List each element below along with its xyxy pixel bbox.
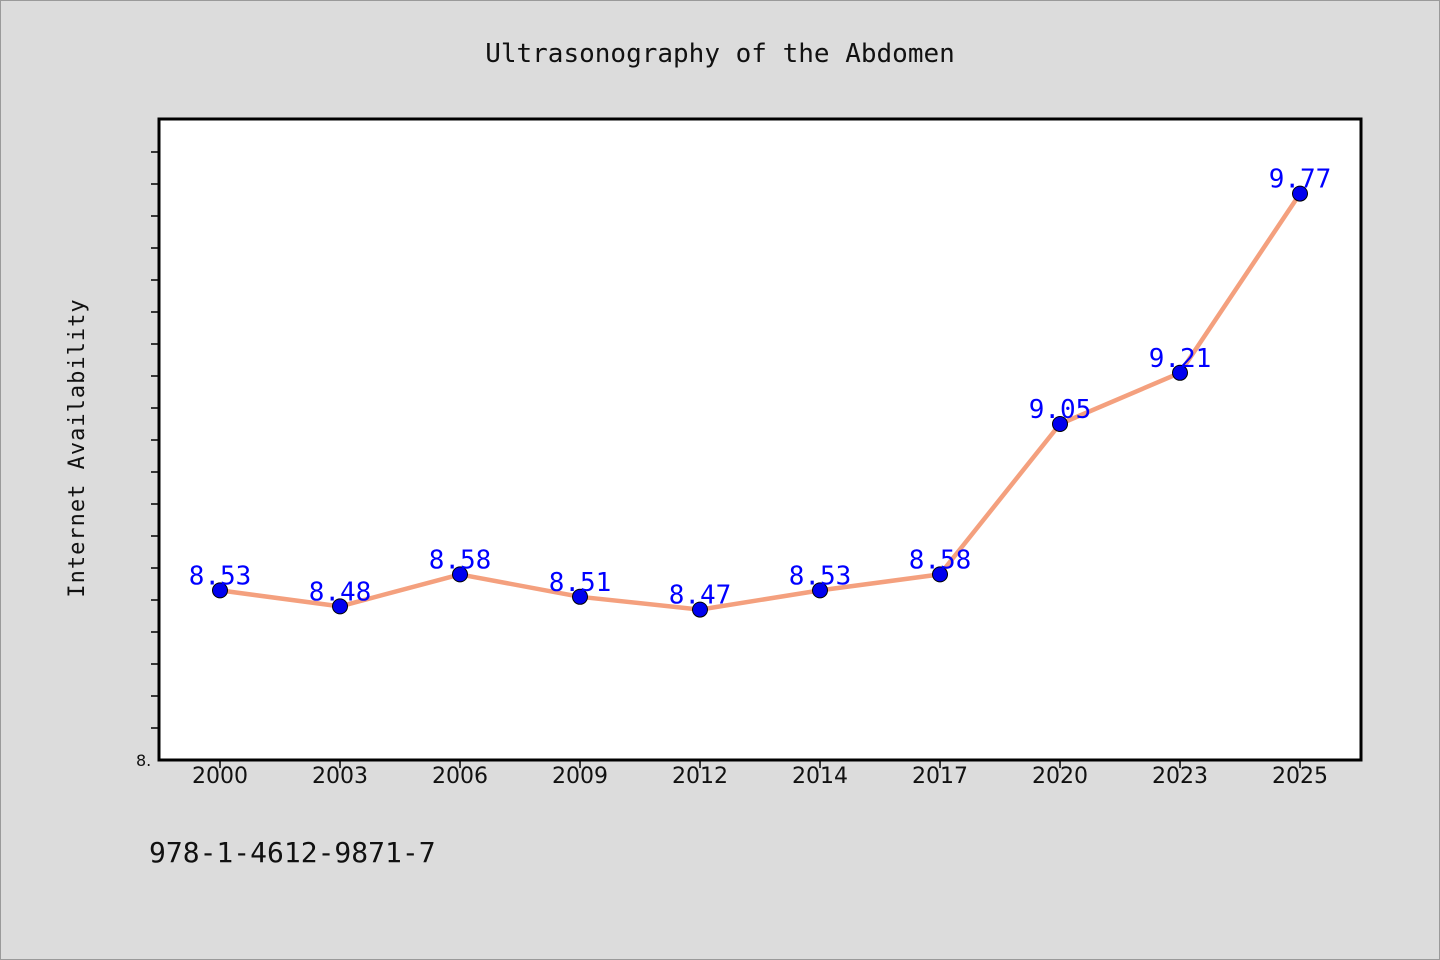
x-tick-label: 2003 xyxy=(312,764,368,789)
data-point xyxy=(932,566,948,583)
x-tick-label: 2006 xyxy=(432,764,488,789)
x-tick-label: 2023 xyxy=(1152,764,1208,789)
chart-title: Ultrasonography of the Abdomen xyxy=(485,39,955,69)
data-point xyxy=(572,588,588,605)
y-tick-label: 8. xyxy=(136,751,151,770)
series-line-group xyxy=(217,191,1303,612)
x-tick-label: 2025 xyxy=(1272,764,1328,789)
x-tick-label: 2020 xyxy=(1032,764,1088,789)
data-point xyxy=(332,598,348,615)
data-label: 8.58 xyxy=(909,545,972,575)
x-tick-label: 2000 xyxy=(192,764,248,789)
y-axis-label: Internet Availability xyxy=(65,298,90,597)
x-tick-label: 2014 xyxy=(792,764,848,789)
data-point xyxy=(452,566,468,583)
x-tick-label: 2009 xyxy=(552,764,608,789)
y-axis-ticks xyxy=(151,151,159,729)
data-label: 8.48 xyxy=(309,577,372,607)
data-label: 9.05 xyxy=(1029,395,1092,425)
data-label: 8.53 xyxy=(189,561,252,591)
data-point xyxy=(1172,364,1188,381)
data-point xyxy=(692,601,708,618)
data-label: 8.58 xyxy=(429,545,492,575)
data-point xyxy=(212,582,228,599)
x-axis-ticks: 2000 2003 2006 2009 2012 2014 2017 2020 2023 2025 xyxy=(192,760,1328,789)
data-point xyxy=(812,582,828,599)
data-label: 9.77 xyxy=(1269,165,1332,195)
x-tick-label: 2012 xyxy=(672,764,728,789)
data-label: 8.47 xyxy=(669,581,732,611)
data-labels: 8.53 8.48 8.58 8.51 8.47 8.53 8.58 9.05 9.21 9.77 xyxy=(189,165,1332,611)
data-label: 9.21 xyxy=(1149,344,1212,374)
plot-area xyxy=(157,117,1363,762)
footer-isbn: 978-1-4612-9871-7 xyxy=(149,836,436,869)
series-line xyxy=(217,191,1303,612)
data-point xyxy=(1292,185,1308,202)
data-label: 8.51 xyxy=(549,568,612,598)
data-point xyxy=(1052,416,1068,432)
x-tick-label: 2017 xyxy=(912,764,968,789)
data-label: 8.53 xyxy=(789,561,852,591)
data-points xyxy=(212,185,1308,618)
